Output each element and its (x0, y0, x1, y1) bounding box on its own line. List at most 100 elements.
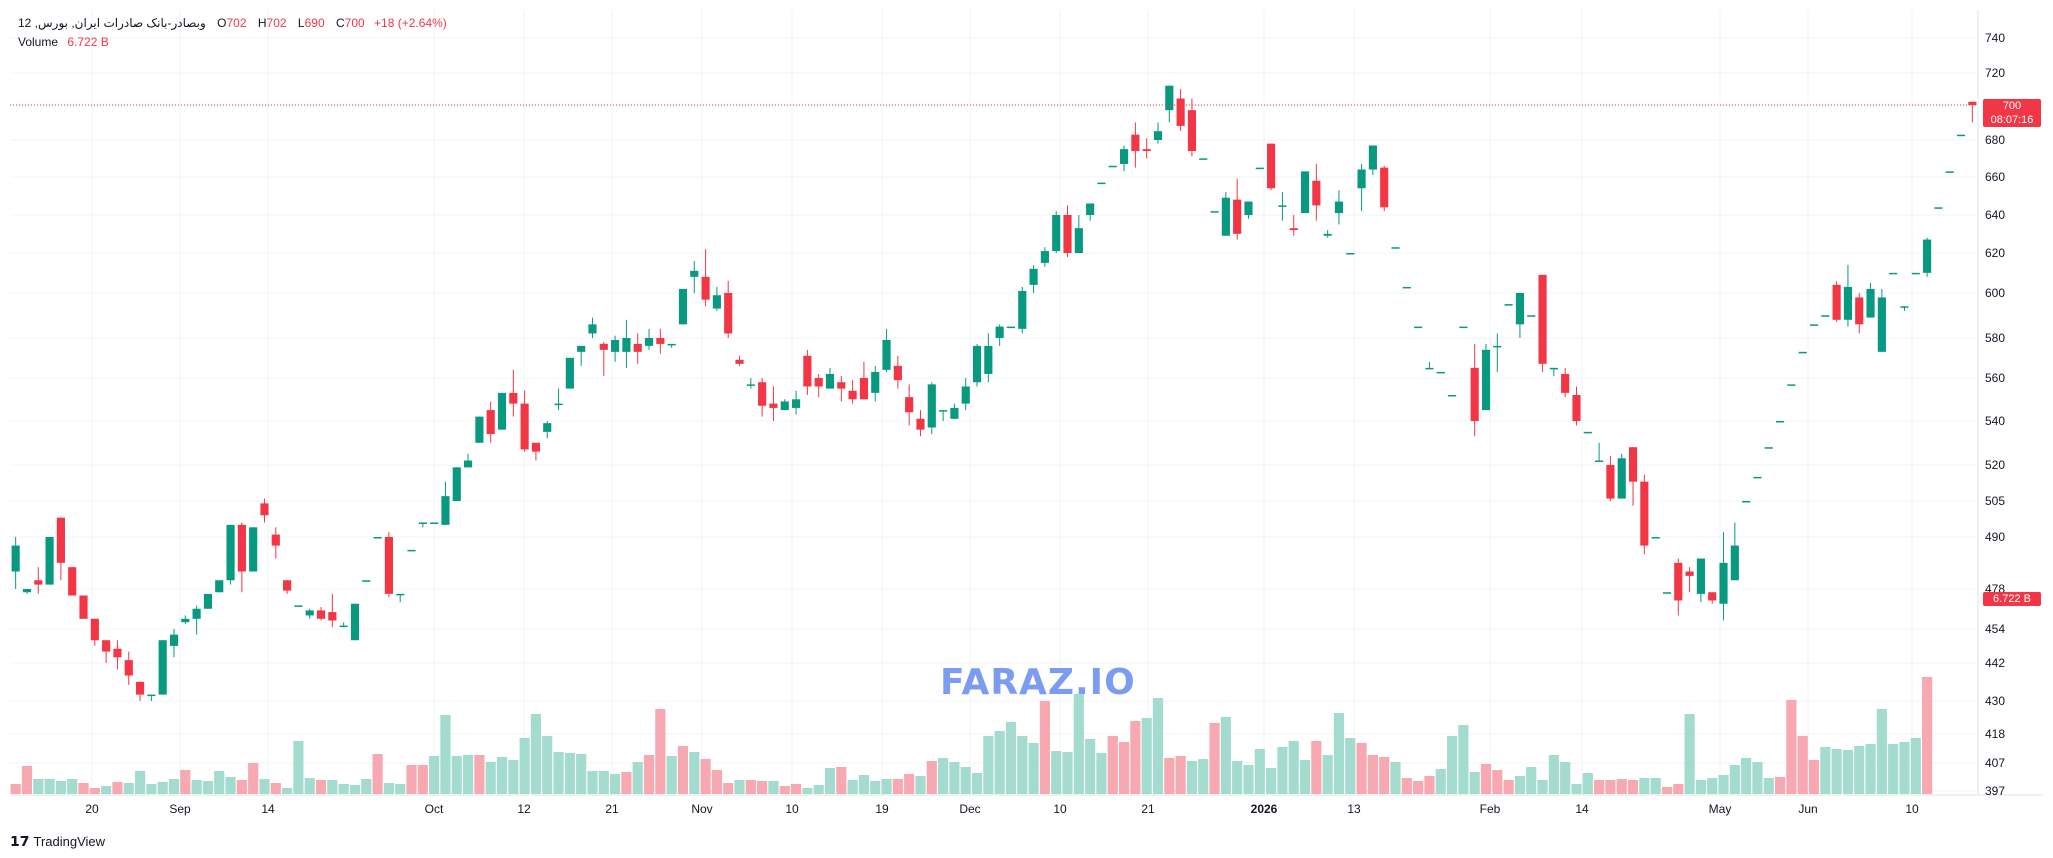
volume-bar (870, 781, 881, 794)
candle-body (1289, 228, 1298, 231)
volume-bar (1243, 765, 1254, 794)
candle-body (418, 522, 427, 524)
volume-bar (1073, 694, 1084, 794)
volume-bar (734, 780, 745, 794)
candle-body (283, 580, 292, 591)
volume-bar (1028, 743, 1039, 794)
volume-bar (282, 788, 293, 794)
volume-bar (1673, 784, 1684, 794)
volume-tag: 6.722 B (1983, 592, 2041, 606)
candle (1527, 315, 1536, 317)
volume-bar (1594, 780, 1605, 794)
price-tick-label: 418 (1985, 727, 2005, 741)
candle (339, 622, 348, 628)
last-price-tag: 700 08:07:16 (1983, 99, 2041, 127)
candle-body (68, 567, 77, 596)
candle (701, 249, 710, 307)
candle (350, 603, 360, 641)
candle (181, 615, 190, 624)
candle-body (837, 382, 846, 389)
volume-bar (78, 783, 89, 794)
volume-bar (270, 783, 281, 794)
candle-body (102, 640, 111, 652)
volume-bar (576, 754, 587, 794)
candle (215, 580, 224, 593)
volume-bar (21, 766, 33, 794)
candle-body (1538, 274, 1547, 364)
time-tick-label: Nov (691, 802, 712, 816)
chart-legend: 12 ,وبصادر-بانک صادرات ایران, بورس O702 … (18, 14, 447, 52)
candle (1470, 343, 1479, 437)
volume-bar (553, 752, 564, 794)
candle-body (565, 357, 574, 389)
volume-bar (406, 765, 417, 794)
candle (1414, 326, 1423, 329)
candle (1221, 192, 1230, 236)
candle (1097, 182, 1106, 185)
candle (1334, 190, 1344, 225)
volume-bar (33, 779, 44, 794)
price-tick-label: 740 (1985, 31, 2005, 45)
candle (475, 416, 484, 443)
candle-body (1131, 134, 1140, 151)
volume-bar (1288, 741, 1299, 794)
candle (871, 365, 880, 402)
candle (1674, 558, 1683, 616)
candle (1956, 134, 1966, 137)
volume-bar (1356, 743, 1367, 794)
candle-body (384, 537, 393, 594)
tradingview-logo[interactable]: 𝟭𝟳 TradingView (10, 833, 105, 850)
candle (803, 349, 812, 396)
candle (1357, 163, 1366, 212)
volume-bar (349, 785, 361, 794)
candle (1063, 205, 1072, 257)
candle-body (1040, 251, 1049, 263)
candle-body (893, 365, 902, 381)
time-axis[interactable]: 20 Sep 14 Oct 12 21 Nov 10 19 Dec 10 21 2026 13 Feb 14 M… (85, 802, 1919, 816)
volume-bar (1741, 758, 1752, 794)
candle-body (1402, 286, 1411, 289)
candle (1798, 351, 1807, 354)
time-tick-label: 13 (1347, 802, 1361, 816)
volume-bar (1367, 755, 1378, 794)
candle-body (158, 640, 167, 695)
candle-body (1334, 201, 1344, 214)
candle-body (1956, 134, 1966, 137)
volume-bar (429, 756, 440, 794)
candle (588, 317, 597, 338)
volume-label[interactable]: Volume (18, 35, 59, 49)
time-tick-label: 12 (517, 802, 531, 816)
volume-bar (462, 755, 474, 794)
candle (1719, 532, 1728, 621)
volume-bar (496, 757, 508, 794)
candle (995, 324, 1004, 346)
volume-bar (1831, 749, 1842, 794)
volume-bar (1379, 757, 1390, 794)
time-tick-label: 20 (85, 802, 99, 816)
volume-bar (836, 767, 847, 794)
candle-body (1153, 131, 1163, 140)
price-tick-label: 640 (1985, 208, 2005, 222)
candle (1165, 85, 1174, 123)
low-value: 690 (304, 16, 325, 30)
volume-bar (1582, 773, 1593, 794)
candle-body (1097, 182, 1106, 185)
volume-bar (1718, 775, 1729, 794)
high-label: H (257, 16, 267, 30)
legend-symbol[interactable]: 12 ,وبصادر-بانک صادرات ایران, بورس (18, 16, 206, 30)
candle (407, 549, 416, 552)
candle-body (1583, 431, 1592, 434)
candle-body (34, 580, 43, 585)
volume-bar (1458, 725, 1469, 794)
candle (1312, 163, 1321, 221)
volume-bar (1808, 760, 1820, 794)
time-tick-label: 10 (785, 802, 799, 816)
candle (124, 651, 133, 686)
price-axis[interactable]: 3974074184304424544784905055205405605806… (1985, 31, 2005, 798)
candle (1278, 192, 1287, 221)
candle (1119, 145, 1129, 172)
candle (249, 527, 258, 572)
volume-bar (1311, 741, 1322, 794)
candle (690, 260, 699, 293)
